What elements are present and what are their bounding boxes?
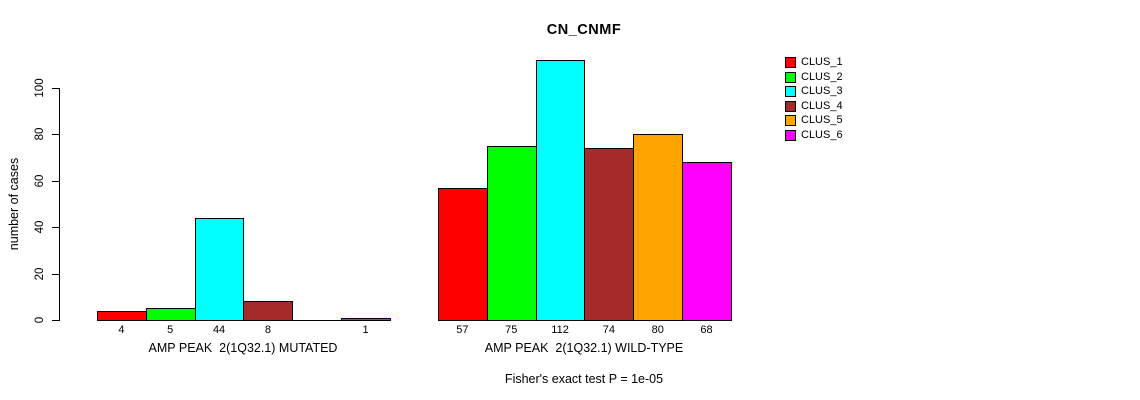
bar-clus_6-mutated — [341, 318, 391, 321]
y-axis-line — [59, 88, 60, 321]
y-tick-label: 100 — [34, 78, 46, 98]
bar-value-label: 5 — [167, 324, 174, 336]
legend-label-clus_5: CLUS_5 — [801, 114, 843, 126]
bar-clus_3-wildtype — [535, 60, 586, 321]
bar-clus_6-wildtype — [682, 162, 732, 321]
annotation-text: Fisher's exact test P = 1e-05 — [504, 372, 664, 386]
y-axis-label: number of cases — [7, 157, 21, 251]
y-tick — [52, 88, 59, 89]
legend-swatch-clus_5 — [785, 115, 796, 126]
y-tick-label: 40 — [34, 220, 46, 234]
legend-label-clus_3: CLUS_3 — [801, 85, 843, 97]
bar-value-label: 8 — [264, 324, 271, 336]
bar-value-label: 80 — [651, 324, 664, 336]
legend-label-clus_2: CLUS_2 — [801, 71, 843, 83]
bar-value-label: 44 — [212, 324, 226, 336]
chart-title: CN_CNMF — [546, 22, 622, 38]
legend-swatch-clus_4 — [785, 101, 796, 112]
bar-value-label: 57 — [456, 324, 469, 336]
bar-value-label: 1 — [362, 324, 369, 336]
y-tick — [52, 274, 59, 275]
legend-swatch-clus_1 — [785, 57, 796, 68]
legend-swatch-clus_2 — [785, 72, 796, 83]
y-tick-label: 0 — [34, 316, 46, 324]
bar-value-label: 75 — [505, 324, 518, 336]
bar-clus_2-mutated — [145, 308, 196, 321]
legend-swatch-clus_6 — [785, 130, 796, 141]
bar-value-label: 112 — [551, 324, 569, 336]
y-tick — [52, 227, 59, 228]
bar-value-label: 74 — [602, 324, 616, 336]
y-tick — [52, 320, 59, 321]
group-label-mutated: AMP PEAK 2(1Q32.1) MUTATED — [148, 341, 338, 355]
bar-clus_2-wildtype — [486, 146, 537, 321]
legend-label-clus_4: CLUS_4 — [801, 100, 843, 112]
bar-clus_4-wildtype — [584, 148, 635, 321]
y-tick-label: 20 — [34, 267, 46, 281]
legend-label-clus_1: CLUS_1 — [801, 56, 843, 68]
bar-clus_1-mutated — [97, 311, 147, 321]
bar-value-label: 4 — [118, 324, 125, 336]
bar-clus_5-wildtype — [633, 134, 684, 321]
y-tick-label: 60 — [34, 174, 46, 188]
bar-value-label: 68 — [700, 324, 713, 336]
bar-clus_1-wildtype — [438, 188, 488, 321]
bar-clus_4-mutated — [243, 301, 294, 321]
legend-label-clus_6: CLUS_6 — [801, 129, 843, 141]
y-tick-label: 80 — [34, 127, 46, 141]
y-tick — [52, 134, 59, 135]
y-tick — [52, 181, 59, 182]
group-label-wildtype: AMP PEAK 2(1Q32.1) WILD-TYPE — [484, 341, 684, 355]
legend-swatch-clus_3 — [785, 86, 796, 97]
bar-clus_3-mutated — [194, 218, 245, 321]
